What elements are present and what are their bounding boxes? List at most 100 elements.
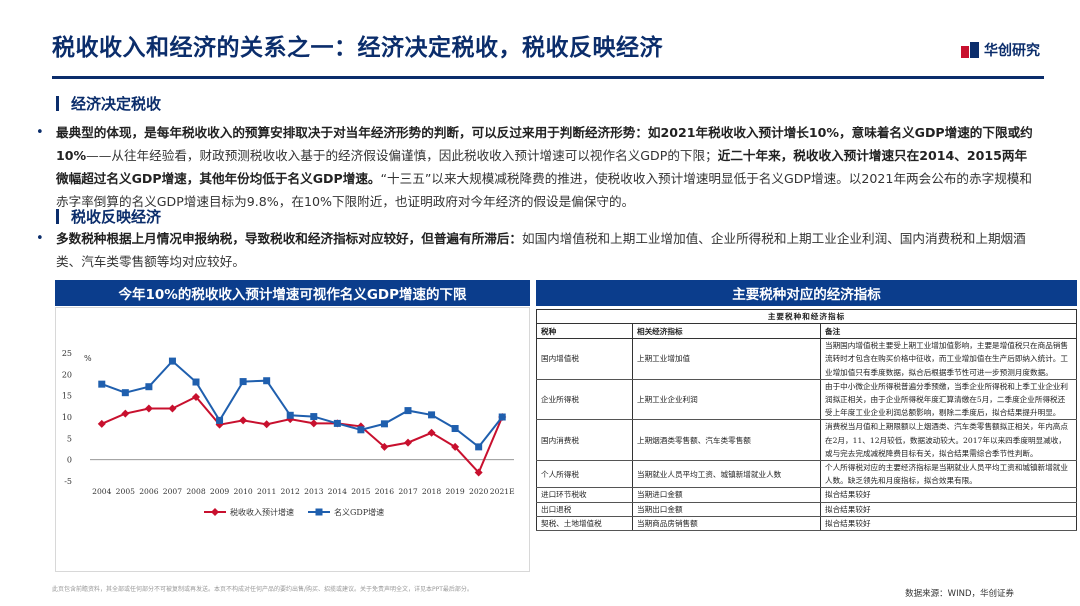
y-tick-label: 15 [62,392,72,401]
data-point [357,426,365,434]
data-point [215,420,224,429]
data-point [144,404,153,413]
cell-note: 拟合结果较好 [820,487,1077,503]
x-tick-label: 2014 [328,487,347,496]
x-tick-label: 2008 [186,487,205,496]
chart-frame [55,307,530,572]
x-tick-label: 2007 [163,487,182,496]
legend-label: 税收收入预计增速 [230,507,294,517]
cell-indicator: 上期工业企业利润 [632,379,821,421]
table-header-row: 税种 相关经济指标 备注 [536,323,1077,340]
series-line-2 [101,359,503,449]
data-source: 数据来源：WIND，华创证券 [905,589,1014,599]
data-point [310,413,318,421]
brand-logo: 华创研究 [961,40,1040,60]
y-tick-label: 20 [62,370,72,379]
table-row: 企业所得税 上期工业企业利润 由于中小微企业所得税普遍分季预缴，当季企业所得税和… [536,379,1077,421]
table-row: 契税、土地增值税 当期商品房销售额 拟合结果较好 [536,516,1077,532]
data-point [427,428,436,437]
x-tick-label: 2018 [422,487,441,496]
cell-tax: 国内增值税 [536,338,633,380]
data-point [474,468,483,477]
section2-paragraph: • 多数税种根据上月情况申报纳税，导致税收和经济指标对应较好，但普遍有所滞后：如… [36,227,1036,273]
header-note: 备注 [820,323,1077,340]
cell-note: 拟合结果较好 [820,516,1077,532]
data-point [168,357,176,365]
y-unit-label: % [84,354,92,363]
header-tax: 税种 [536,323,633,340]
x-tick-label: 2019 [445,487,464,496]
logo-mark-icon [961,42,979,58]
data-point [97,419,106,428]
section-heading-economy: 经济决定税收 [56,93,161,114]
y-tick-label: 25 [62,349,72,358]
x-tick-label: 2004 [92,487,111,496]
cell-tax: 进口环节税收 [536,487,633,503]
x-tick-label: 2013 [304,487,323,496]
cell-tax: 企业所得税 [536,379,633,421]
section-heading-text: 税收反映经济 [71,208,162,226]
cell-indicator: 当期进口金额 [632,487,821,503]
title-divider [52,76,1044,79]
data-point [263,377,271,385]
data-point [451,442,460,451]
data-point [239,378,247,386]
data-point [404,438,412,447]
y-tick-label: 0 [67,456,72,465]
data-point [192,378,200,386]
y-tick-label: 5 [67,434,72,443]
cell-note: 拟合结果较好 [820,502,1077,517]
data-point [262,420,271,429]
x-tick-label: 2017 [398,487,417,496]
legend-label: 名义GDP增速 [334,507,384,517]
para2-text: 如国内增值税和上期工业增加值、企业所得税和上期工业企业利润、国内消费税和上期烟酒… [56,231,1026,269]
x-tick-label: 2011 [257,487,276,496]
table-row: 国内消费税 上期烟酒类零售额、汽车类零售额 消费税当月值和上期限额以上烟酒类、汽… [536,419,1077,462]
cell-indicator: 当期商品房销售额 [632,516,821,532]
cell-tax: 国内消费税 [536,419,633,462]
series-line-1 [101,395,504,475]
data-point [98,380,106,388]
cell-tax: 出口退税 [536,502,633,517]
x-tick-label: 2012 [281,487,300,496]
bullet-icon: • [36,125,44,140]
bullet-icon: • [36,231,44,246]
data-point [121,389,129,397]
disclaimer-text: 此页包含前瞻资料，其全部或任何部分不可被复制或再发送。本页不构成对任何产品的要约… [52,586,473,593]
table-row: 出口退税 当期出口金额 拟合结果较好 [536,502,1077,517]
para1-bold-a: 最典型的体现，是每年税收收入的预算安排取决于对当年经济形势的判断，可以反过来用于… [56,125,1033,163]
logo-text: 华创研究 [984,43,1040,59]
x-tick-label: 2009 [210,487,229,496]
cell-note: 个人所得税对应的主要经济指标是当期就业人员平均工资和城镇新增就业人数。缺乏领先和… [820,460,1077,489]
x-tick-label: 2016 [375,487,394,496]
data-point [404,407,412,415]
y-tick-label: 10 [62,413,72,422]
data-point [428,411,436,419]
data-point [498,413,506,421]
x-tick-label: 2010 [233,487,252,496]
section-marker [56,96,59,111]
table-row: 进口环节税收 当期进口金额 拟合结果较好 [536,487,1077,503]
x-tick-label: 2021E [490,487,515,496]
cell-note: 当期国内增值税主要受上期工业增加值影响，主要是增值税只在商品销售流转时才包含在购… [820,338,1077,380]
x-tick-label: 2005 [116,487,135,496]
cell-indicator: 当期就业人员平均工资、城镇新增就业人数 [632,460,821,489]
para1-text-a: ——从往年经验看，财政预测税收收入基于的经济假设偏谨慎，因此税收收入预计增速可以… [86,148,718,163]
data-point [216,416,224,424]
data-point [168,404,177,413]
page-title: 税收收入和经济的关系之一：经济决定税收，税收反映经济 [52,35,663,61]
section1-paragraph: • 最典型的体现，是每年税收收入的预算安排取决于对当年经济形势的判断，可以反过来… [36,121,1036,213]
data-point [121,409,130,418]
header-indicator: 相关经济指标 [632,323,821,340]
table-panel-header: 主要税种对应的经济指标 [536,280,1077,306]
table-row: 国内增值税 上期工业增加值 当期国内增值税主要受上期工业增加值影响，主要是增值税… [536,338,1077,380]
legend-marker [211,508,219,516]
cell-note: 消费税当月值和上期限额以上烟酒类、汽车类零售额拟正相关，年内高点在2月，11、1… [820,419,1077,462]
data-point [309,419,318,428]
cell-indicator: 上期烟酒类零售额、汽车类零售额 [632,419,821,462]
data-point [380,420,388,428]
para2-bold: 多数税种根据上月情况申报纳税，导致税收和经济指标对应较好，但普遍有所滞后： [56,231,522,246]
cell-indicator: 上期工业增加值 [632,338,821,380]
x-tick-label: 2006 [139,487,158,496]
